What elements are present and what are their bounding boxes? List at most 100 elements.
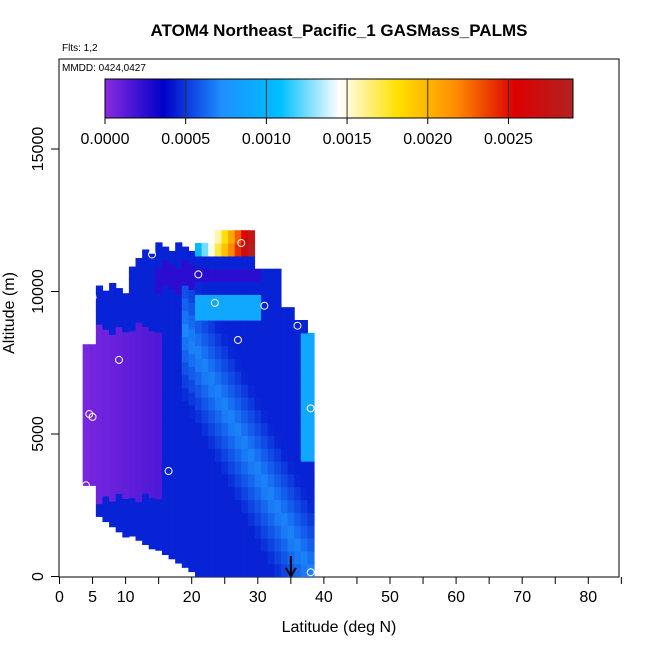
plot-frame [58, 58, 620, 578]
colorbar-ticks: 0.0000 0.0005 0.0010 0.0015 0.0020 0.0025 [81, 79, 533, 148]
heatmap-cell [201, 307, 209, 321]
heatmap-cell [261, 268, 269, 283]
heatmap-cell [148, 330, 156, 345]
heatmap-cell [234, 358, 242, 372]
heatmap-cell [175, 434, 183, 449]
heatmap-cell [247, 435, 256, 449]
heatmap-cell [155, 332, 163, 346]
heatmap-cell [247, 409, 256, 424]
heatmap-cell [247, 422, 256, 437]
heatmap-cell [307, 422, 315, 437]
heatmap-cell [115, 390, 123, 405]
x-tick-label: 40 [315, 589, 333, 606]
y-axis-label: Altitude (m) [1, 272, 18, 354]
heatmap-cell [155, 396, 163, 410]
heatmap-cell [267, 358, 275, 372]
heatmap-cell [188, 443, 196, 457]
heatmap-cell [300, 538, 308, 552]
heatmap-cell [148, 433, 156, 447]
heatmap-cell [208, 538, 216, 552]
heatmap-cell [168, 366, 176, 380]
heatmap-cell [254, 384, 262, 398]
heatmap-cell [148, 420, 156, 434]
profile-marker [260, 301, 269, 310]
colorbar-tick-label: 0.0015 [323, 131, 372, 148]
heatmap-cell [234, 307, 242, 321]
heatmap-cell [234, 435, 242, 449]
heatmap-cell [254, 307, 262, 321]
heatmap-cell [142, 300, 150, 315]
heatmap-cell [181, 451, 189, 466]
heatmap-cell [307, 435, 315, 449]
heatmap-cell [294, 358, 302, 372]
heatmap-cell [254, 461, 262, 475]
heatmap-cell [122, 408, 130, 423]
heatmap-cell [221, 358, 229, 372]
heatmap-cell [122, 524, 130, 538]
heatmap-cell [135, 360, 143, 375]
heatmap-cell [115, 518, 123, 533]
heatmap-cell [201, 422, 209, 437]
heatmap-cell [228, 320, 236, 334]
heatmap-cell [247, 255, 256, 270]
heatmap-cell [274, 332, 282, 347]
heatmap-cell [234, 396, 242, 411]
heatmap-cell [221, 512, 229, 526]
heatmap-cell [95, 285, 104, 299]
heatmap-cell [241, 255, 249, 270]
heatmap-cell [142, 364, 150, 379]
heatmap-cell [148, 510, 156, 524]
heatmap-cell [274, 345, 282, 360]
heatmap-cell [228, 525, 236, 539]
heatmap-cell [294, 448, 302, 462]
heatmap-cell [208, 307, 216, 321]
heatmap-cell [267, 563, 275, 577]
heatmap-cell [241, 384, 249, 398]
heatmap-cell [300, 512, 308, 526]
heatmap-cell [300, 435, 308, 449]
heatmap-cell [221, 448, 229, 462]
heatmap-cell [195, 448, 203, 462]
heatmap-cell [161, 477, 170, 491]
heatmap-cell [201, 281, 209, 295]
heatmap-cell [82, 382, 90, 397]
heatmap-cell [214, 345, 223, 360]
heatmap-cell [95, 490, 104, 505]
heatmap-cell [287, 422, 295, 437]
heatmap-cell [201, 435, 209, 449]
heatmap-cell [168, 289, 176, 303]
heatmap-cell [228, 281, 236, 295]
heatmap-cell [168, 404, 176, 419]
heatmap-cell [247, 563, 256, 577]
heatmap-cell [195, 345, 203, 360]
heatmap-cell [135, 399, 143, 413]
heatmap-cell [195, 486, 203, 501]
heatmap-cell [221, 230, 229, 244]
heatmap-cell [208, 448, 216, 462]
heatmap-cell [294, 512, 302, 526]
heatmap-cell [142, 416, 150, 430]
heatmap-cell [228, 563, 236, 577]
colorbar-tick-label: 0.0005 [161, 131, 210, 148]
heatmap-cell [155, 486, 163, 500]
heatmap-cell [181, 477, 189, 491]
heatmap-cell [95, 311, 104, 325]
heatmap-cell [142, 403, 150, 417]
arrow-head [285, 567, 297, 578]
heatmap-cell [115, 365, 123, 379]
heatmap-cell [181, 285, 189, 299]
heatmap-cell [300, 563, 308, 577]
heatmap-cell [115, 429, 123, 443]
heatmap-cell [287, 320, 295, 334]
heatmap-cell [208, 268, 216, 283]
heatmap-cell [181, 323, 189, 337]
heatmap-cell [274, 499, 282, 513]
heatmap-cell [267, 461, 275, 475]
heatmap-cell [300, 396, 308, 411]
heatmap-cell [294, 332, 302, 347]
heatmap-cell [254, 320, 262, 334]
heatmap-cell [280, 550, 289, 565]
heatmap-cell [109, 475, 117, 489]
heatmap-cell [261, 499, 269, 513]
heatmap-cell [181, 362, 189, 376]
